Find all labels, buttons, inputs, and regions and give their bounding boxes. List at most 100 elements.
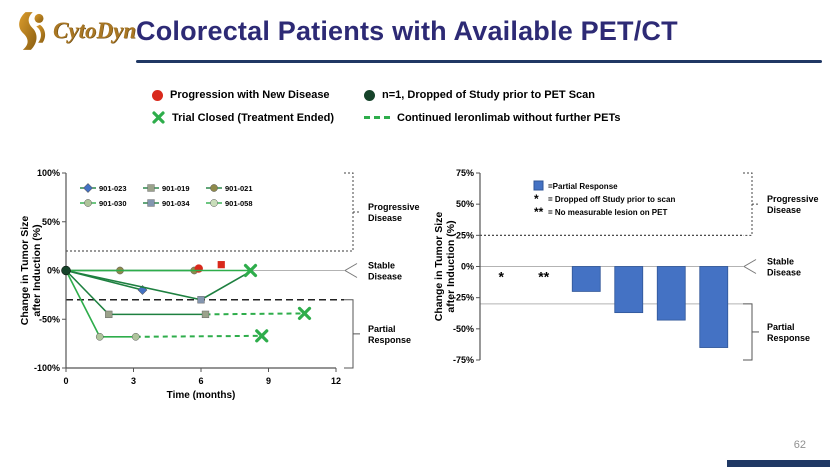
series-marker <box>210 199 218 207</box>
progressive-disease-bracket <box>344 172 354 252</box>
series-marker <box>131 332 140 341</box>
tumor-change-line-chart: Change in Tumor Size after Induction (%) 1… <box>16 158 426 416</box>
bar-legend-label: = No measurable lesion on PET <box>548 208 667 217</box>
cytodyn-logo: CytoDyn <box>12 8 136 54</box>
y-tick-label: -25% <box>453 293 474 303</box>
progressive-disease-label: Progressive <box>368 202 420 212</box>
series-marker <box>95 332 104 341</box>
y-tick-label: 25% <box>456 230 474 240</box>
red-circle-icon <box>152 89 163 101</box>
stable-disease-pointer <box>344 263 358 278</box>
trial-closed-x-icon <box>255 329 269 343</box>
x-tick-label: 3 <box>131 376 136 386</box>
progressive-disease-label: Disease <box>368 213 402 223</box>
y-tick-label: 50% <box>456 199 474 209</box>
response-bar <box>699 266 729 348</box>
bar-legend-label: =Partial Response <box>548 182 618 191</box>
partial-response-bracket <box>743 303 753 361</box>
series-legend-label: 901-023 <box>99 184 127 193</box>
continued-dashed-line-901-019 <box>205 312 305 316</box>
no-scan-asterisk: ** <box>538 269 549 285</box>
bar-legend-label: = Dropped off Study prior to scan <box>548 195 675 204</box>
page-title: Colorectal Patients with Available PET/C… <box>136 16 678 46</box>
dark-green-circle-icon <box>364 89 375 101</box>
cytodyn-logo-icon <box>19 12 46 50</box>
series-line-901-019 <box>65 269 206 316</box>
y-axis-title: after Induction (%) <box>445 220 457 312</box>
stable-disease-label: Stable <box>767 257 794 267</box>
y-axis-title: Change in Tumor Size <box>19 216 31 326</box>
legend-item-dropped: n=1, Dropped of Study prior to PET Scan <box>364 89 620 101</box>
series-marker <box>197 296 205 304</box>
y-tick-label: -50% <box>39 314 60 324</box>
y-tick-label: 100% <box>37 168 60 178</box>
green-dashed-line-icon <box>364 116 390 119</box>
stable-disease-pointer <box>743 259 757 274</box>
footer-accent-bar <box>727 460 830 467</box>
trial-closed-x-icon <box>243 263 258 278</box>
tumor-change-bar-chart: Change in Tumor Size after Induction (%) 7… <box>430 158 830 416</box>
series-marker <box>201 310 210 319</box>
y-tick-label: 50% <box>42 217 60 227</box>
legend-label: n=1, Dropped of Study prior to PET Scan <box>382 89 595 101</box>
page-number: 62 <box>793 439 806 451</box>
no-scan-asterisk: * <box>499 269 505 285</box>
progressive-disease-label: Disease <box>767 205 801 215</box>
y-tick-label: 0% <box>461 262 474 272</box>
series-marker <box>105 310 113 319</box>
x-tick-label: 12 <box>331 376 341 386</box>
partial-response-label: Response <box>767 333 810 343</box>
legend-item-progression: Progression with New Disease <box>152 89 364 101</box>
stable-disease-label: Disease <box>767 268 801 278</box>
series-marker <box>84 199 92 207</box>
stable-disease-label: Stable <box>368 261 395 271</box>
series-line-901-034 <box>65 269 251 301</box>
y-tick-label: -75% <box>453 355 474 365</box>
series-marker <box>147 184 155 192</box>
x-tick-label: 6 <box>198 376 203 386</box>
green-x-icon <box>152 111 165 124</box>
partial-response-label: Partial <box>368 324 396 334</box>
title-divider <box>136 60 822 63</box>
partial-response-label: Partial <box>767 322 795 332</box>
series-legend-label: 901-019 <box>162 184 190 193</box>
series-legend-label: 901-030 <box>99 199 127 208</box>
dropped-before-scan-marker <box>61 265 71 276</box>
legend-item-trial-closed: Trial Closed (Treatment Ended) <box>152 111 364 124</box>
legend-label: Trial Closed (Treatment Ended) <box>172 111 334 124</box>
response-bar <box>656 266 686 321</box>
response-bar <box>571 266 601 292</box>
asterisk-symbol: ** <box>534 205 544 219</box>
progression-square-marker <box>217 261 225 269</box>
y-axis-title: after Induction (%) <box>31 224 43 316</box>
partial-response-swatch <box>533 180 544 191</box>
progression-circle-marker <box>194 264 203 273</box>
series-legend-label: 901-021 <box>225 184 253 193</box>
asterisk-symbol: * <box>534 192 539 206</box>
y-tick-label: 75% <box>456 168 474 178</box>
response-bar <box>614 266 644 314</box>
continued-dashed-line-901-030 <box>135 334 262 338</box>
x-tick-label: 9 <box>266 376 271 386</box>
x-tick-label: 0 <box>63 376 68 386</box>
series-marker <box>147 199 155 207</box>
logo-text: CytoDyn <box>53 18 137 43</box>
x-axis-title: Time (months) <box>167 390 236 401</box>
progressive-disease-bracket <box>743 172 753 236</box>
stable-disease-label: Disease <box>368 272 402 282</box>
series-marker <box>210 184 218 192</box>
progressive-disease-label: Progressive <box>767 194 819 204</box>
series-legend-label: 901-034 <box>162 199 190 208</box>
y-axis-title: Change in Tumor Size <box>433 212 445 322</box>
y-tick-label: -50% <box>453 324 474 334</box>
series-marker <box>83 183 93 193</box>
partial-response-bracket <box>344 299 354 369</box>
top-legend: Progression with New Disease n=1, Droppe… <box>152 89 620 124</box>
y-tick-label: -100% <box>34 363 60 373</box>
legend-label: Progression with New Disease <box>170 89 330 101</box>
series-legend-label: 901-058 <box>225 199 253 208</box>
legend-label: Continued leronlimab without further PET… <box>397 111 621 124</box>
legend-item-continued: Continued leronlimab without further PET… <box>364 111 620 124</box>
y-tick-label: 0% <box>47 266 60 276</box>
